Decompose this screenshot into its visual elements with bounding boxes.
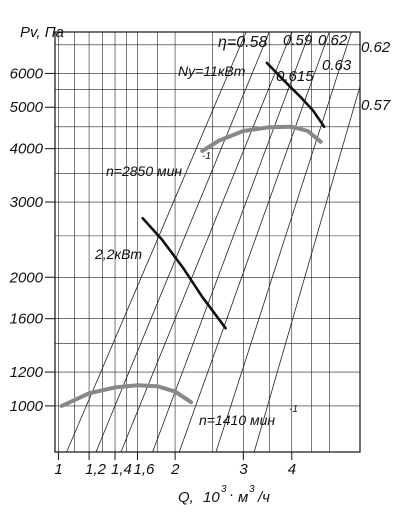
series-labels: n=2850 мин -1 n=1410 мин -1 Ny=11кВт 2,2… — [94, 63, 298, 428]
y-tick-label: 3000 — [10, 194, 44, 211]
efficiency-line — [178, 31, 330, 453]
y-tick-label: 1200 — [10, 364, 44, 381]
y-tick-label: 4000 — [10, 141, 44, 158]
efficiency-line — [152, 31, 311, 453]
y-tick-label: 5000 — [10, 99, 44, 116]
x-label-dot: · — [229, 486, 234, 503]
y-tick-label: 6000 — [10, 65, 44, 82]
grid — [55, 32, 360, 452]
efficiency-line — [66, 31, 247, 453]
efficiency-labels: η=0.58 0.59 0.62 0.615 0.63 0.62 0.57 — [218, 32, 391, 114]
x-label-q: Q, — [178, 489, 194, 506]
x-tick-label: 2 — [170, 461, 180, 478]
efficiency-line — [95, 31, 270, 453]
y-tick-label: 2000 — [9, 269, 44, 286]
eff-label-062a: 0.62 — [318, 32, 348, 49]
efficiency-line — [215, 31, 352, 453]
series-curves — [59, 61, 326, 408]
x-label-base: 10 — [203, 489, 220, 506]
series-label-2-2kw: 2,2кВт — [94, 246, 142, 262]
y-axis-label: Pv, Па — [20, 24, 64, 41]
series-label-1410: n=1410 мин — [199, 412, 275, 428]
x-axis-label: Q, 10 3 · м 3 /ч — [178, 484, 270, 506]
y-tick-label: 1000 — [10, 398, 44, 415]
x-tick-label: 1,2 — [85, 461, 107, 478]
series-label-2850-exp: -1 — [202, 151, 211, 162]
x-tick-label: 4 — [288, 461, 296, 478]
eff-label-059: 0.59 — [283, 32, 313, 49]
x-label-m: м — [238, 489, 248, 506]
x-tick-label: 1,4 — [111, 461, 132, 478]
efficiency-lines — [66, 31, 361, 453]
x-tick-label: 1 — [54, 461, 62, 478]
eff-label-058: η=0.58 — [218, 34, 267, 51]
x-label-per: /ч — [257, 489, 270, 506]
plot-frame — [54, 31, 361, 453]
series-label-2850: n=2850 мин — [106, 163, 182, 179]
eff-label-0615: 0.615 — [276, 68, 314, 85]
power-curve — [265, 61, 326, 129]
efficiency-line — [253, 86, 361, 453]
series-label-1410-exp: -1 — [289, 404, 298, 415]
efficiency-line — [120, 31, 293, 453]
pressure-curve — [59, 383, 194, 408]
series-label-11kw: Ny=11кВт — [178, 63, 246, 79]
eff-label-062b: 0.62 — [361, 39, 391, 56]
x-label-m-exp: 3 — [249, 484, 255, 495]
pressure-curve — [200, 124, 323, 153]
axis-ticks: 1 1,2 1,4 1,6 2 3 4 1000 1200 1600 2000 3000 4000 500… — [9, 65, 296, 478]
x-label-exp: 3 — [221, 484, 227, 495]
x-tick-label: 3 — [239, 461, 248, 478]
eff-label-057: 0.57 — [361, 97, 391, 114]
eff-label-063: 0.63 — [322, 57, 352, 74]
power-curve — [141, 216, 227, 330]
y-tick-label: 1600 — [10, 311, 44, 328]
x-tick-label: 1,6 — [134, 461, 156, 478]
